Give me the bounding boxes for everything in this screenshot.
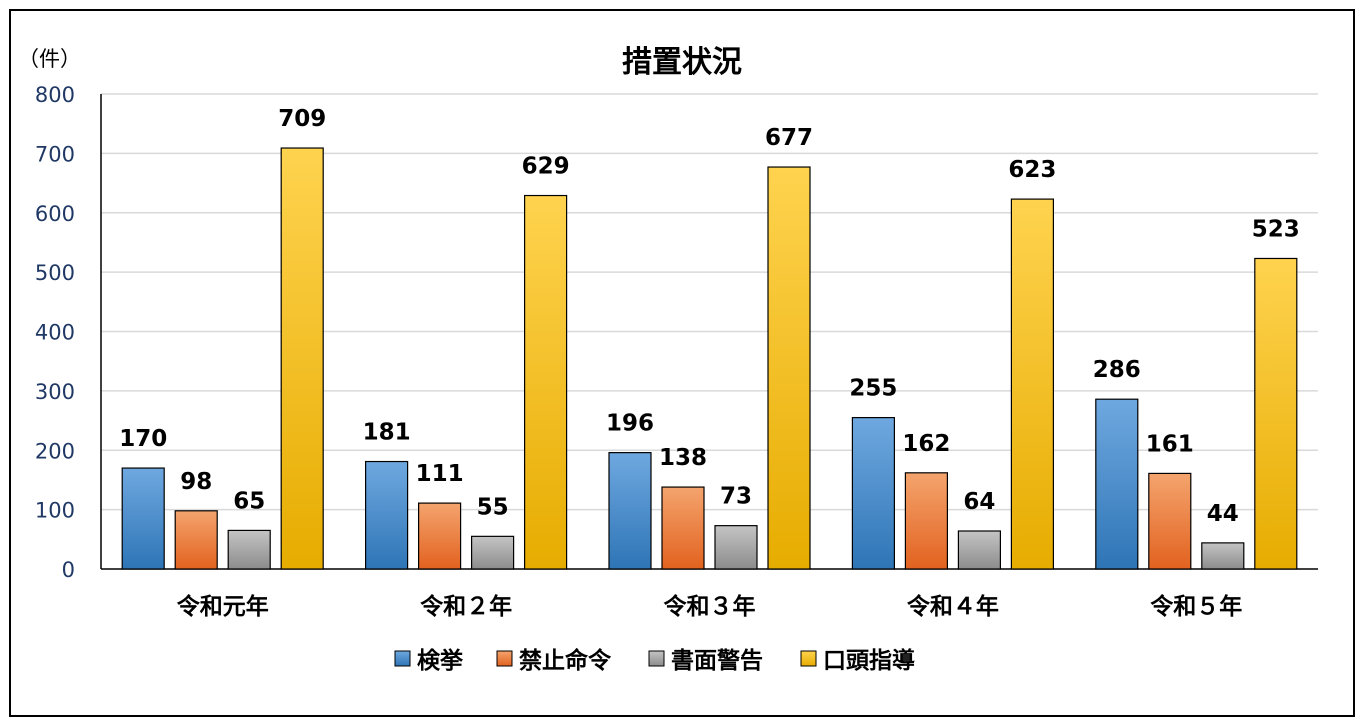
y-tick-label: 300 (35, 380, 75, 404)
data-label: 677 (765, 125, 813, 151)
bar (1010, 198, 1055, 570)
bar (121, 467, 165, 570)
data-label: 44 (1207, 501, 1239, 527)
legend-label: 禁止命令 (519, 647, 612, 674)
data-label: 161 (1146, 431, 1194, 457)
data-label: 181 (363, 420, 411, 446)
data-label: 709 (278, 106, 326, 132)
legend-label: 口頭指導 (823, 647, 915, 674)
data-label: 65 (233, 488, 265, 514)
bars (121, 147, 1298, 570)
bar (523, 194, 568, 570)
data-label: 255 (849, 376, 897, 402)
y-tick-label: 200 (35, 439, 75, 463)
y-tick-label: 700 (35, 142, 75, 166)
data-label: 162 (902, 431, 950, 457)
y-tick-label: 500 (35, 261, 75, 285)
bar (1201, 542, 1245, 570)
x-tick-label: 令和元年 (177, 593, 269, 620)
x-axis: 令和元年 令和２年 令和３年 令和４年 令和５年 (177, 593, 1243, 620)
y-tick-label: 100 (35, 499, 75, 523)
bar (608, 452, 652, 570)
legend: 検挙 禁止命令 書面警告 口頭指導 (394, 647, 915, 674)
x-tick-label: 令和２年 (420, 593, 512, 620)
legend-swatch (800, 650, 817, 667)
x-tick-label: 令和４年 (907, 593, 999, 620)
bar (174, 510, 218, 570)
bar (767, 166, 811, 570)
legend-label: 検挙 (417, 648, 464, 674)
data-label: 55 (477, 494, 509, 520)
data-label: 629 (522, 154, 570, 180)
bar (714, 525, 758, 570)
bar (280, 147, 324, 570)
chart-title: 措置状況 (622, 45, 742, 80)
legend-swatch (648, 650, 665, 667)
bar (957, 530, 1002, 570)
bar (1148, 472, 1192, 570)
y-unit-label: （件） (18, 47, 81, 71)
bar (227, 529, 271, 570)
bar (1095, 398, 1139, 570)
bar (418, 502, 462, 570)
x-tick-label: 令和５年 (1150, 593, 1242, 620)
x-tick-label: 令和３年 (664, 593, 756, 620)
bar (471, 535, 515, 570)
data-label: 523 (1252, 216, 1300, 242)
legend-swatch (496, 650, 513, 667)
legend-swatch (394, 650, 411, 667)
data-label: 111 (416, 461, 464, 487)
legend-label: 書面警告 (671, 647, 763, 674)
data-label: 138 (659, 445, 707, 471)
bar (1254, 257, 1298, 570)
data-label: 623 (1008, 157, 1056, 183)
data-label: 170 (119, 426, 167, 452)
y-tick-label: 800 (35, 83, 75, 107)
data-label: 73 (720, 484, 752, 510)
y-tick-label: 400 (35, 321, 75, 345)
data-label: 64 (963, 489, 995, 515)
data-label: 286 (1093, 357, 1141, 383)
y-tick-label: 600 (35, 202, 75, 226)
data-label: 98 (180, 469, 212, 495)
bar (661, 486, 705, 570)
chart-border (9, 9, 1355, 717)
data-label: 196 (606, 411, 654, 437)
bar (365, 460, 409, 570)
y-tick-label: 0 (62, 558, 75, 582)
bar (904, 472, 949, 570)
bar (851, 416, 896, 570)
